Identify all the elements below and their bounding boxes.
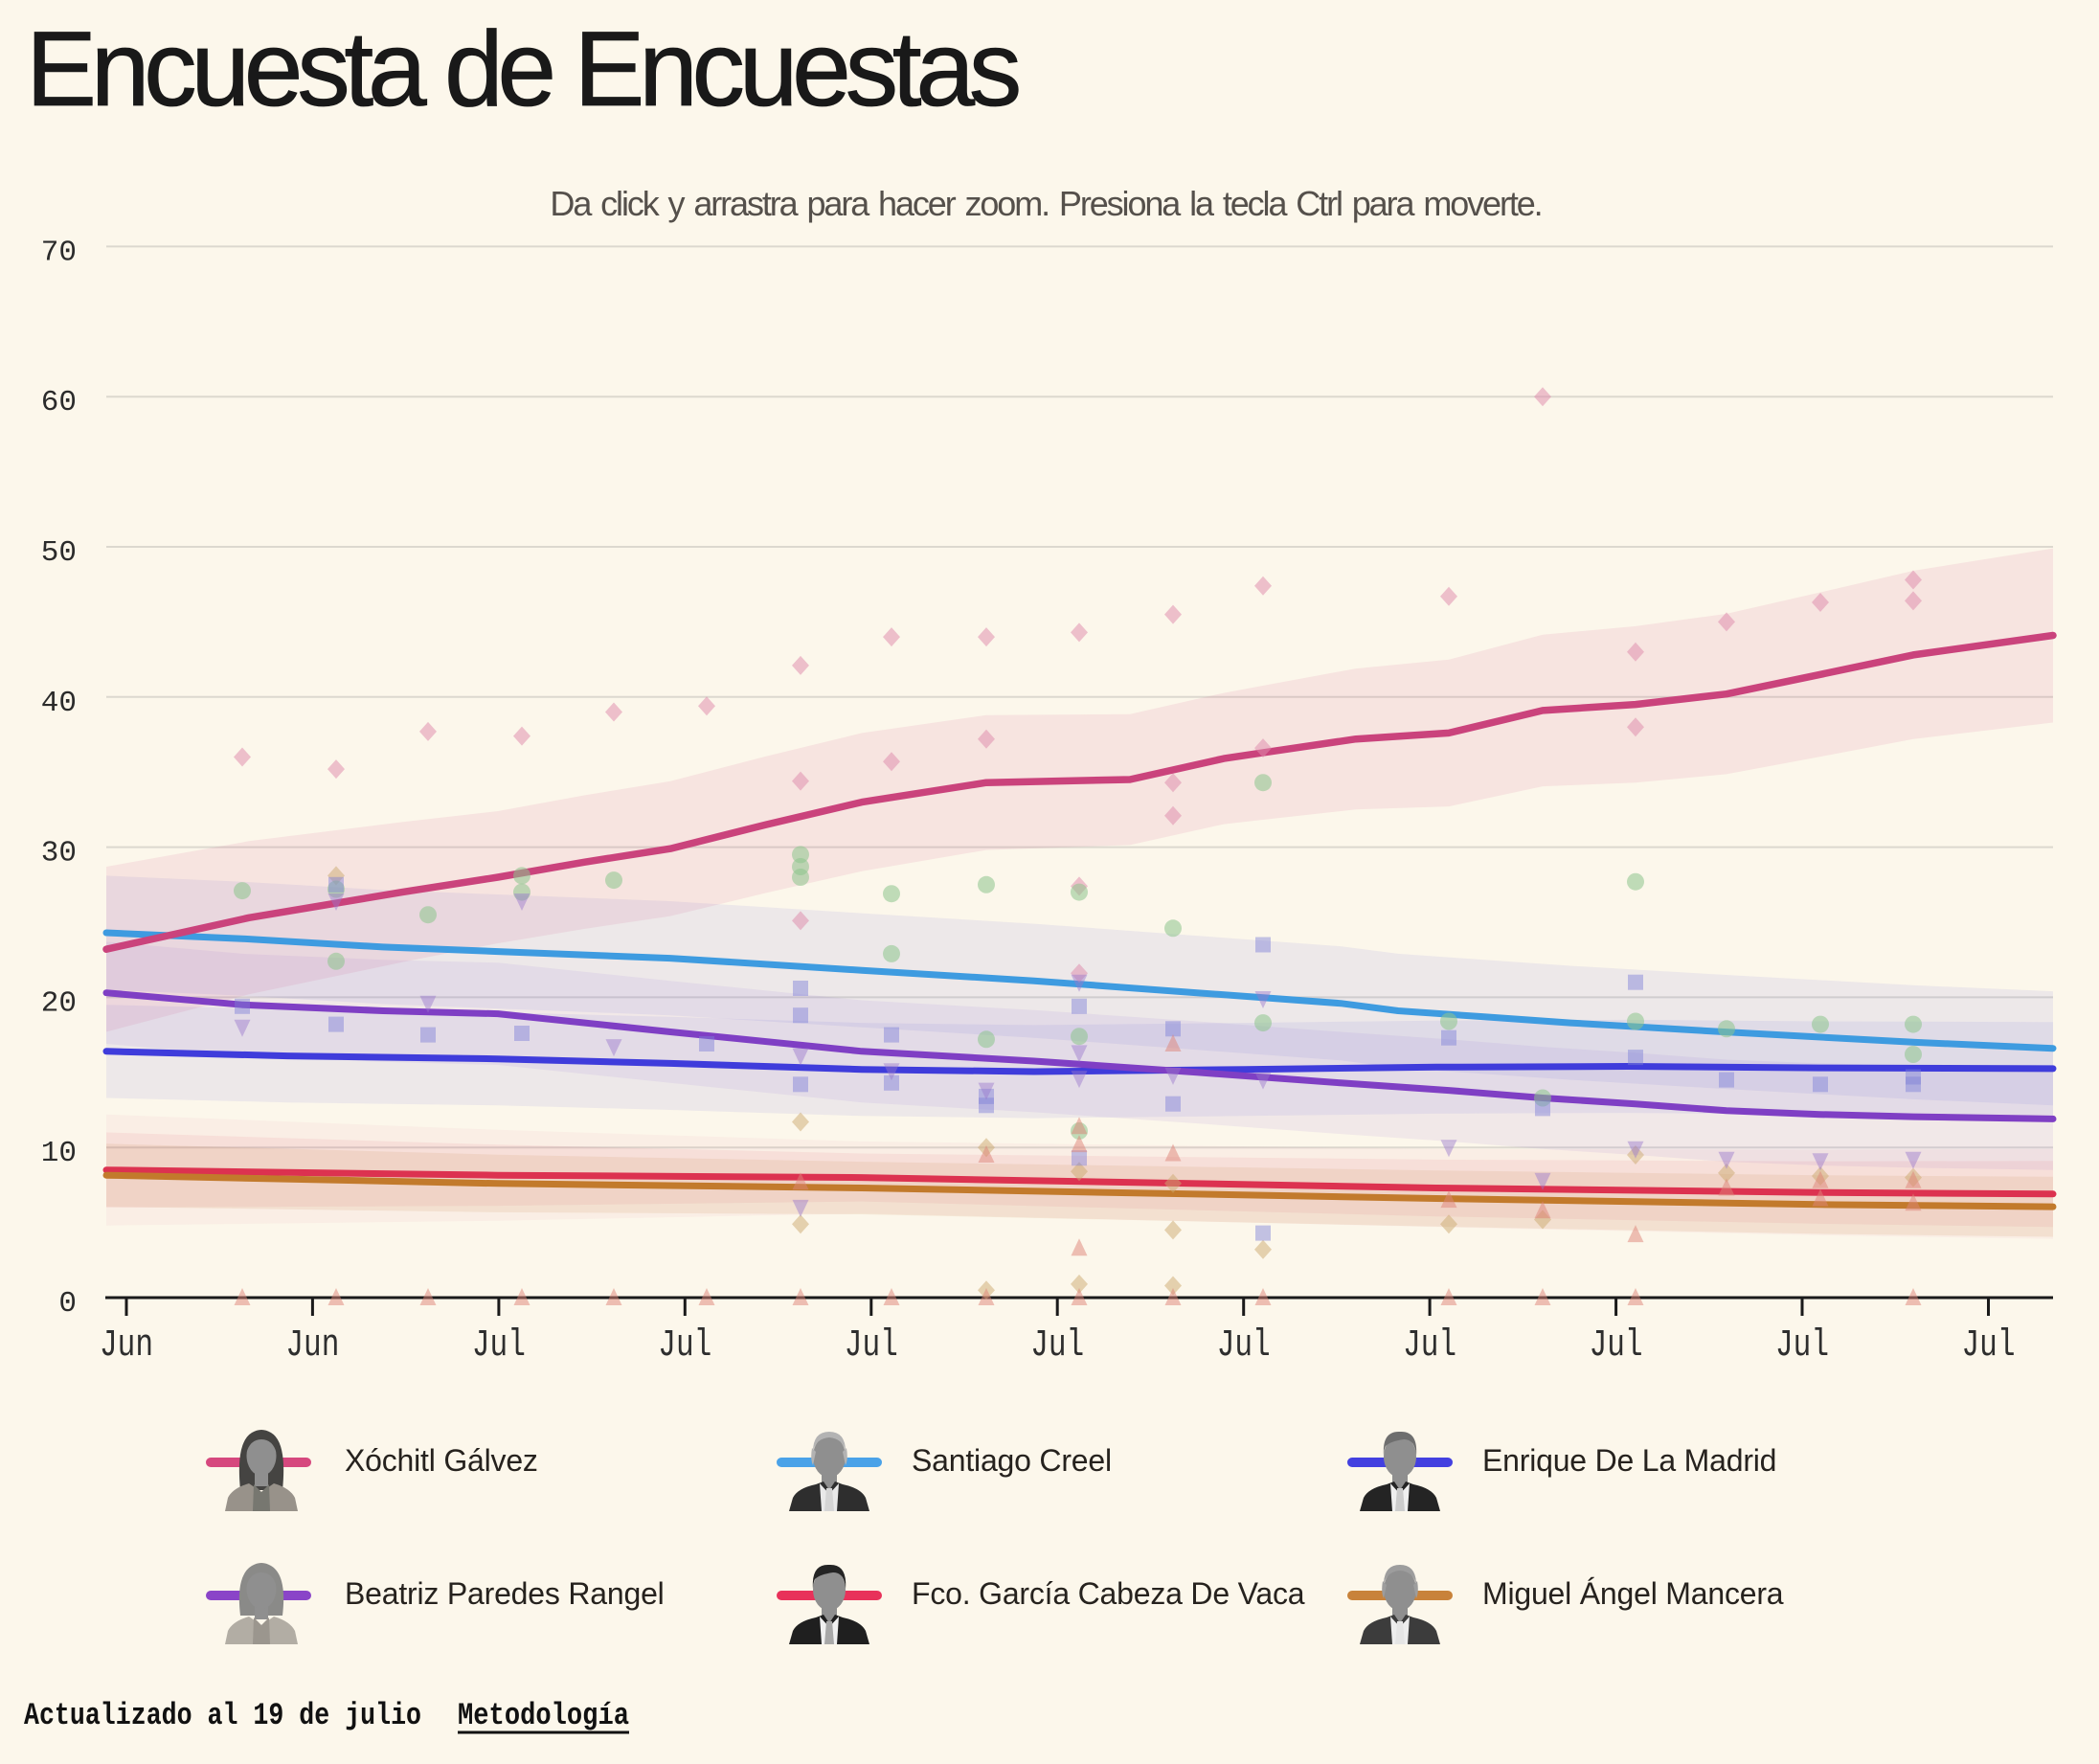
svg-text:60: 60: [41, 386, 77, 419]
svg-text:Santiago Creel: Santiago Creel: [912, 1443, 1112, 1478]
svg-text:Actualizado al 19 de julio: Actualizado al 19 de julio: [24, 1698, 421, 1733]
svg-text:Jul: Jul: [1217, 1324, 1271, 1368]
svg-text:Jul: Jul: [845, 1324, 898, 1368]
svg-text:Miguel Ángel Mancera: Miguel Ángel Mancera: [1482, 1576, 1784, 1611]
svg-text:Jun: Jun: [285, 1324, 339, 1368]
svg-text:Jun: Jun: [100, 1324, 153, 1368]
svg-text:Jul: Jul: [1030, 1324, 1084, 1368]
svg-text:Da click y arrastra para hacer: Da click y arrastra para hacer zoom. Pre…: [550, 184, 1541, 223]
svg-text:40: 40: [41, 687, 77, 720]
svg-text:Jul: Jul: [1590, 1324, 1643, 1368]
svg-text:50: 50: [41, 536, 77, 570]
svg-text:Encuesta de Encuestas: Encuesta de Encuestas: [26, 10, 1019, 128]
svg-text:Jul: Jul: [1962, 1324, 2016, 1368]
svg-text:Metodología: Metodología: [458, 1698, 629, 1733]
svg-text:20: 20: [41, 986, 77, 1020]
svg-text:Xóchitl Gálvez: Xóchitl Gálvez: [345, 1443, 538, 1478]
svg-text:10: 10: [41, 1137, 77, 1170]
svg-text:Jul: Jul: [1775, 1324, 1829, 1368]
svg-text:Jul: Jul: [472, 1324, 526, 1368]
svg-text:Beatriz Paredes Rangel: Beatriz Paredes Rangel: [345, 1576, 665, 1611]
svg-text:70: 70: [41, 236, 77, 269]
svg-text:0: 0: [58, 1287, 77, 1321]
svg-text:30: 30: [41, 837, 77, 871]
svg-text:Jul: Jul: [658, 1324, 711, 1368]
svg-text:Jul: Jul: [1403, 1324, 1456, 1368]
svg-text:Fco. García Cabeza De Vaca: Fco. García Cabeza De Vaca: [912, 1576, 1305, 1611]
svg-text:Enrique De La Madrid: Enrique De La Madrid: [1482, 1443, 1776, 1478]
